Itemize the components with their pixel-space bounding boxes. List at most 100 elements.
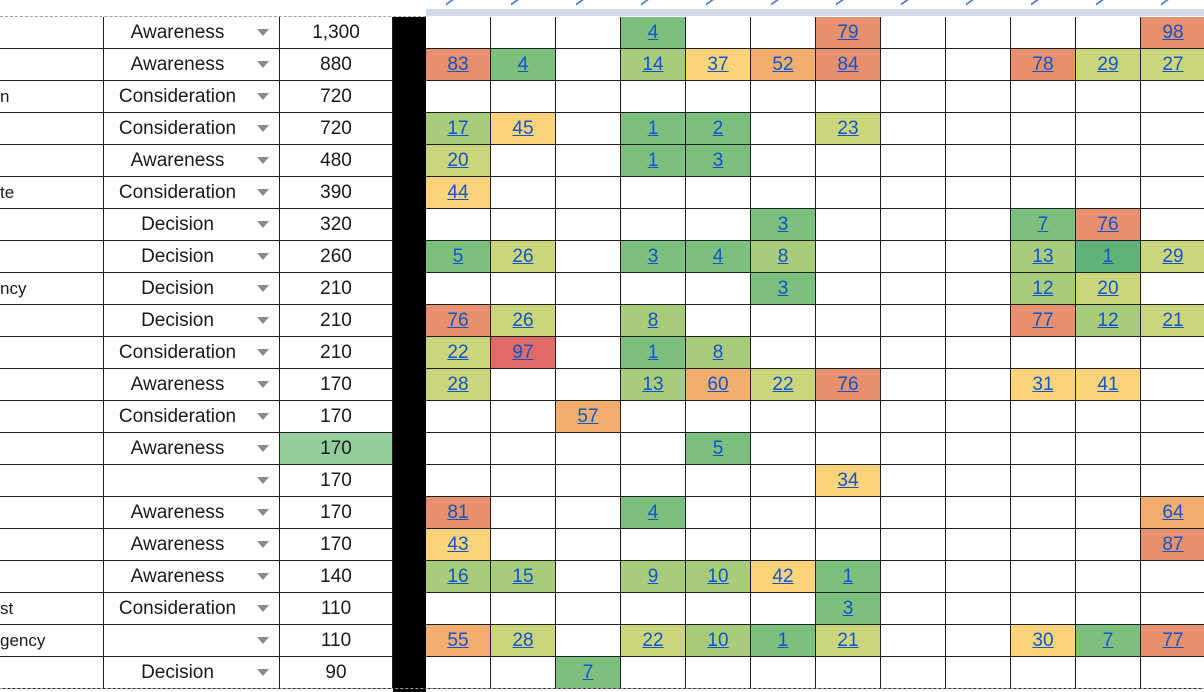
search-volume-cell[interactable]: 170 bbox=[280, 497, 393, 529]
rank-link[interactable]: 98 bbox=[1162, 22, 1184, 43]
rank-link[interactable]: 27 bbox=[1162, 54, 1184, 75]
rank-link[interactable]: 3 bbox=[777, 278, 789, 299]
rank-cell[interactable]: 7 bbox=[1011, 209, 1076, 241]
rank-link[interactable]: 20 bbox=[1097, 278, 1119, 299]
rank-cell[interactable]: 13 bbox=[621, 369, 686, 401]
rank-cell[interactable]: 1 bbox=[1076, 241, 1141, 273]
keyword-cell[interactable]: st bbox=[0, 593, 104, 625]
chevron-down-icon[interactable] bbox=[257, 349, 269, 356]
rank-cell[interactable]: 4 bbox=[686, 241, 751, 273]
search-volume-cell[interactable]: 170 bbox=[280, 401, 393, 433]
search-volume-cell[interactable]: 110 bbox=[280, 625, 393, 657]
funnel-stage-dropdown[interactable]: Awareness bbox=[104, 145, 280, 177]
keyword-cell[interactable] bbox=[0, 337, 104, 369]
rank-cell[interactable]: 34 bbox=[816, 465, 881, 497]
chevron-down-icon[interactable] bbox=[257, 93, 269, 100]
rank-link[interactable]: 14 bbox=[642, 54, 664, 75]
search-volume-cell[interactable]: 390 bbox=[280, 177, 393, 209]
keyword-cell[interactable] bbox=[0, 657, 104, 689]
rank-cell[interactable]: 3 bbox=[751, 209, 816, 241]
rank-cell[interactable]: 84 bbox=[816, 49, 881, 81]
rank-link[interactable]: 28 bbox=[512, 630, 534, 651]
rank-cell[interactable]: 76 bbox=[816, 369, 881, 401]
rank-cell[interactable]: 8 bbox=[751, 241, 816, 273]
funnel-stage-dropdown[interactable]: Consideration bbox=[104, 401, 280, 433]
chevron-down-icon[interactable] bbox=[257, 285, 269, 292]
rank-cell[interactable]: 87 bbox=[1141, 529, 1204, 561]
funnel-stage-dropdown[interactable]: Awareness bbox=[104, 49, 280, 81]
rank-cell[interactable]: 12 bbox=[1011, 273, 1076, 305]
rank-link[interactable]: 1 bbox=[647, 342, 659, 363]
search-volume-cell[interactable]: 170 bbox=[280, 465, 393, 497]
rank-link[interactable]: 15 bbox=[512, 566, 534, 587]
keyword-cell[interactable]: n bbox=[0, 81, 104, 113]
chevron-down-icon[interactable] bbox=[257, 637, 269, 644]
rank-cell[interactable]: 14 bbox=[621, 49, 686, 81]
rank-link[interactable]: 17 bbox=[447, 118, 469, 139]
rank-link[interactable]: 3 bbox=[842, 598, 854, 619]
rank-cell[interactable]: 10 bbox=[686, 561, 751, 593]
rank-cell[interactable]: 44 bbox=[426, 177, 491, 209]
rank-cell[interactable]: 1 bbox=[751, 625, 816, 657]
rank-cell[interactable]: 17 bbox=[426, 113, 491, 145]
search-volume-cell[interactable]: 720 bbox=[280, 81, 393, 113]
rank-cell[interactable]: 83 bbox=[426, 49, 491, 81]
rank-link[interactable]: 1 bbox=[777, 630, 789, 651]
rank-link[interactable]: 7 bbox=[582, 662, 594, 683]
rank-link[interactable]: 22 bbox=[447, 342, 469, 363]
search-volume-cell[interactable]: 140 bbox=[280, 561, 393, 593]
rank-link[interactable]: 4 bbox=[647, 502, 659, 523]
rank-link[interactable]: 21 bbox=[837, 630, 859, 651]
chevron-down-icon[interactable] bbox=[257, 541, 269, 548]
keyword-cell[interactable] bbox=[0, 401, 104, 433]
funnel-stage-dropdown[interactable]: Decision bbox=[104, 273, 280, 305]
funnel-stage-dropdown[interactable]: Decision bbox=[104, 241, 280, 273]
rank-cell[interactable]: 1 bbox=[621, 113, 686, 145]
rank-link[interactable]: 8 bbox=[777, 246, 789, 267]
chevron-down-icon[interactable] bbox=[257, 381, 269, 388]
rank-link[interactable]: 3 bbox=[712, 150, 724, 171]
rank-link[interactable]: 4 bbox=[517, 54, 529, 75]
funnel-stage-dropdown[interactable]: Awareness bbox=[104, 497, 280, 529]
search-volume-cell[interactable]: 480 bbox=[280, 145, 393, 177]
keyword-cell[interactable] bbox=[0, 17, 104, 49]
rank-link[interactable]: 21 bbox=[1162, 310, 1184, 331]
chevron-down-icon[interactable] bbox=[257, 477, 269, 484]
funnel-stage-dropdown[interactable]: Consideration bbox=[104, 177, 280, 209]
rank-cell[interactable]: 10 bbox=[686, 625, 751, 657]
rank-cell[interactable]: 15 bbox=[491, 561, 556, 593]
rank-link[interactable]: 42 bbox=[772, 566, 794, 587]
chevron-down-icon[interactable] bbox=[257, 189, 269, 196]
keyword-cell[interactable]: ncy bbox=[0, 273, 104, 305]
rank-link[interactable]: 64 bbox=[1162, 502, 1184, 523]
rank-link[interactable]: 77 bbox=[1162, 630, 1184, 651]
rank-link[interactable]: 60 bbox=[707, 374, 729, 395]
funnel-stage-dropdown[interactable] bbox=[104, 465, 280, 497]
funnel-stage-dropdown[interactable]: Consideration bbox=[104, 81, 280, 113]
rank-cell[interactable]: 31 bbox=[1011, 369, 1076, 401]
rank-link[interactable]: 43 bbox=[447, 534, 469, 555]
rank-link[interactable]: 77 bbox=[1032, 310, 1054, 331]
keyword-cell[interactable]: te bbox=[0, 177, 104, 209]
rank-link[interactable]: 76 bbox=[447, 310, 469, 331]
rank-cell[interactable]: 23 bbox=[816, 113, 881, 145]
rank-cell[interactable]: 77 bbox=[1141, 625, 1204, 657]
chevron-down-icon[interactable] bbox=[257, 573, 269, 580]
rank-cell[interactable]: 29 bbox=[1141, 241, 1204, 273]
funnel-stage-dropdown[interactable]: Awareness bbox=[104, 529, 280, 561]
rank-cell[interactable]: 3 bbox=[686, 145, 751, 177]
rank-cell[interactable]: 78 bbox=[1011, 49, 1076, 81]
chevron-down-icon[interactable] bbox=[257, 61, 269, 68]
rank-cell[interactable]: 12 bbox=[1076, 305, 1141, 337]
rank-link[interactable]: 23 bbox=[837, 118, 859, 139]
keyword-cell[interactable] bbox=[0, 465, 104, 497]
rank-cell[interactable]: 4 bbox=[621, 497, 686, 529]
rank-cell[interactable]: 7 bbox=[556, 657, 621, 689]
keyword-cell[interactable] bbox=[0, 145, 104, 177]
rank-link[interactable]: 87 bbox=[1162, 534, 1184, 555]
rank-cell[interactable]: 26 bbox=[491, 241, 556, 273]
chevron-down-icon[interactable] bbox=[257, 157, 269, 164]
rank-cell[interactable]: 30 bbox=[1011, 625, 1076, 657]
keyword-cell[interactable] bbox=[0, 369, 104, 401]
